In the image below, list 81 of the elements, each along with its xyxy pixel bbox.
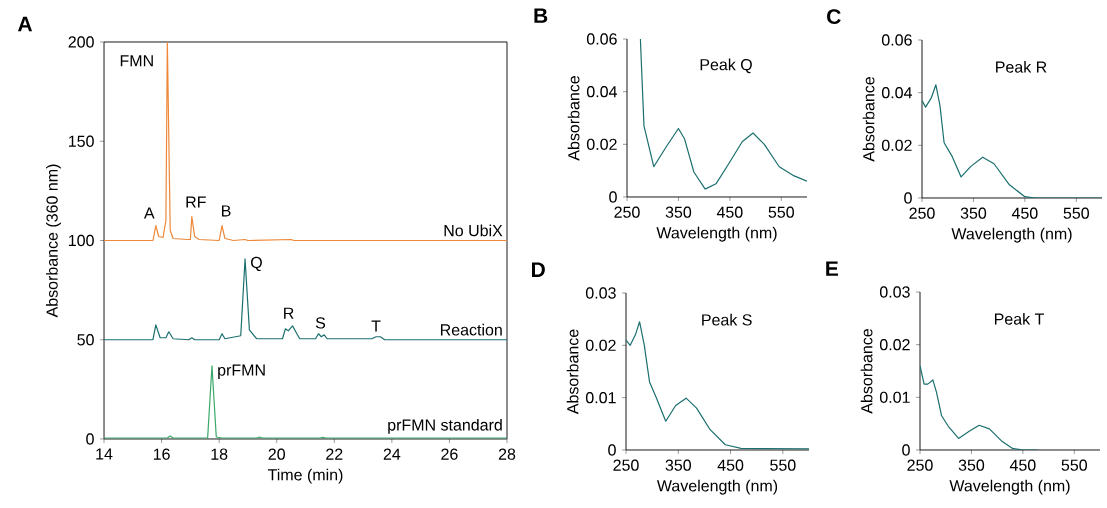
series-label: prFMN standard	[388, 418, 502, 434]
x-tick-label: 450	[716, 206, 743, 218]
x-tick-label: 20	[268, 448, 285, 460]
x-tick-label: 28	[498, 448, 516, 460]
y-tick-label: 0.04	[586, 86, 617, 98]
y-tick-label: 150	[69, 135, 94, 147]
y-tick-label: 0	[608, 444, 616, 456]
y-tick-label: 0	[904, 192, 912, 204]
annotation: S	[315, 317, 326, 329]
x-tick-label: 250	[614, 206, 640, 218]
y-tick-label: 0.03	[879, 286, 910, 298]
x-tick-label: 250	[909, 207, 935, 219]
x-tick-label: 550	[770, 459, 796, 471]
y-tick-label: 200	[68, 36, 94, 48]
y-tick-label: 0.03	[585, 287, 616, 299]
annotation: prFMN	[218, 364, 265, 379]
y-tick-label: 100	[69, 234, 94, 247]
y-tick-label: 0	[609, 191, 617, 203]
line-series	[920, 365, 1039, 450]
annotation: Peak T	[994, 312, 1044, 325]
annotation: Peak S	[702, 313, 752, 326]
x-axis-title: Time (min)	[267, 468, 343, 484]
x-axis-title: Wavelength (nm)	[949, 479, 1070, 495]
series-label: Reaction	[440, 323, 502, 336]
y-tick-label: 0.01	[585, 392, 616, 404]
y-tick-label: 0.01	[879, 391, 910, 403]
x-tick-label: 350	[958, 459, 985, 471]
x-tick-label: 550	[1063, 207, 1089, 219]
annotation: Peak Q	[700, 58, 752, 74]
annotation: T	[371, 320, 381, 332]
line-series	[104, 42, 508, 242]
y-axis-title: Absorbance	[860, 329, 873, 414]
x-tick-label: 16	[153, 448, 170, 460]
annotation: B	[222, 205, 231, 217]
line-series	[104, 365, 508, 439]
chart-title: D	[532, 262, 545, 277]
annotation: FMN	[120, 55, 153, 67]
annotation: A	[143, 207, 155, 219]
chart-title: B	[534, 8, 548, 23]
series-label: No UbiX	[444, 224, 503, 237]
y-axis-title: Absorbance (360 nm)	[46, 164, 61, 318]
y-tick-label: 0.04	[881, 87, 912, 99]
chart-title: A	[17, 16, 33, 32]
x-tick-label: 14	[96, 448, 113, 460]
x-tick-label: 450	[1009, 459, 1036, 471]
x-axis-title: Wavelength (nm)	[656, 479, 778, 495]
x-tick-label: 250	[907, 459, 933, 471]
annotation: RF	[186, 196, 206, 208]
chart-title: C	[827, 9, 841, 25]
y-tick-label: 0.06	[586, 33, 617, 45]
y-tick-label: 0.02	[586, 138, 617, 150]
x-tick-label: 350	[960, 207, 987, 219]
y-tick-label: 0	[902, 444, 910, 456]
x-tick-label: 450	[717, 459, 744, 471]
line-series	[104, 258, 508, 341]
x-axis-title: Wavelength (nm)	[656, 226, 777, 242]
annotation: Peak R	[996, 60, 1047, 73]
x-tick-label: 26	[441, 448, 458, 460]
y-tick-label: 0.02	[585, 339, 616, 351]
annotation: Q	[251, 256, 262, 272]
x-tick-label: 350	[665, 459, 691, 471]
y-axis-title: Absorbance	[567, 76, 580, 161]
y-tick-label: 0.02	[879, 339, 910, 351]
y-tick-label: 50	[77, 334, 94, 346]
y-tick-label: 0.02	[881, 139, 912, 151]
x-tick-label: 24	[383, 448, 401, 460]
y-tick-label: 0	[86, 433, 94, 445]
x-tick-label: 22	[326, 448, 343, 460]
y-tick-label: 0.06	[881, 34, 912, 46]
line-series	[639, 39, 807, 190]
y-axis-title: Absorbance	[862, 77, 875, 162]
chart-title: E	[826, 261, 838, 276]
x-tick-label: 450	[1011, 207, 1038, 219]
x-tick-label: 350	[665, 206, 692, 218]
x-tick-label: 250	[613, 459, 639, 471]
x-tick-label: 550	[768, 206, 794, 218]
annotation: R	[284, 307, 294, 319]
x-tick-label: 18	[211, 448, 228, 460]
x-axis-title: Wavelength (nm)	[951, 227, 1072, 243]
y-axis-title: Absorbance	[566, 329, 579, 415]
x-tick-label: 550	[1061, 459, 1087, 471]
